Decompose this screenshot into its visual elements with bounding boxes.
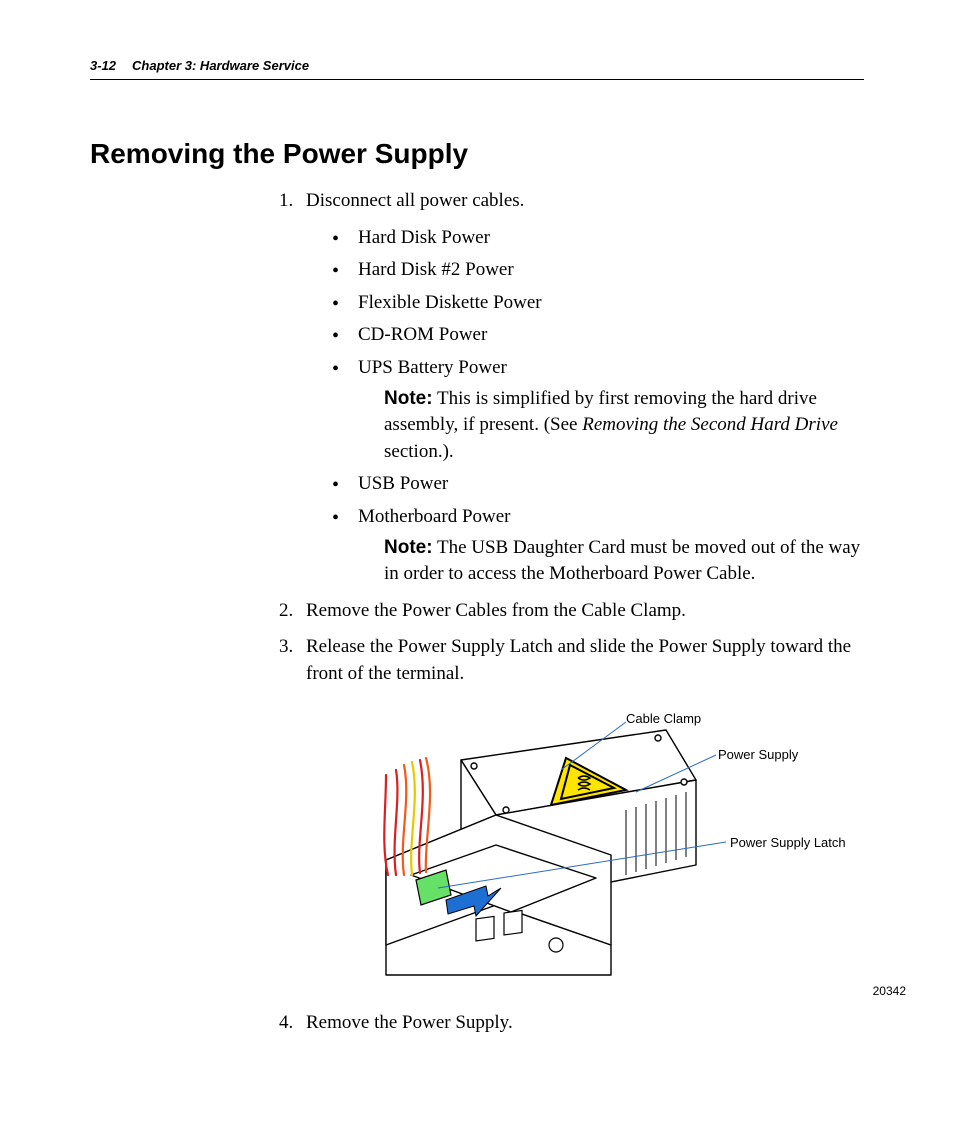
note-1-label: Note: <box>384 388 433 409</box>
step-1-bullets: Hard Disk Power Hard Disk #2 Power Flexi… <box>306 225 864 588</box>
callout-power-supply: Power Supply <box>718 746 798 764</box>
callout-power-supply-latch: Power Supply Latch <box>730 834 846 852</box>
step-1-text: Disconnect all power cables. <box>306 190 524 211</box>
bullet-ups-label: UPS Battery Power <box>358 357 507 378</box>
bullet-hard-disk-2-power: Hard Disk #2 Power <box>332 257 864 284</box>
step-list: Disconnect all power cables. Hard Disk P… <box>270 188 864 1036</box>
step-2: Remove the Power Cables from the Cable C… <box>298 598 864 625</box>
step-3: Release the Power Supply Latch and slide… <box>298 634 864 999</box>
content: Disconnect all power cables. Hard Disk P… <box>90 188 864 1036</box>
bullet-ups-battery-power: UPS Battery Power Note: This is simplifi… <box>332 355 864 465</box>
chapter-label: Chapter 3: Hardware Service <box>132 58 309 73</box>
page-number: 3-12 <box>90 58 116 73</box>
page-header: 3-12 Chapter 3: Hardware Service <box>90 58 864 80</box>
note-2: Note: The USB Daughter Card must be move… <box>358 535 864 588</box>
step-3-text: Release the Power Supply Latch and slide… <box>306 636 851 684</box>
note-2-label: Note: <box>384 537 433 558</box>
note-1-italic: Removing the Second Hard Drive <box>582 414 838 435</box>
bullet-flexible-diskette-power: Flexible Diskette Power <box>332 290 864 317</box>
power-supply-diagram: Cable Clamp Power Supply Power Supply La… <box>326 700 906 1000</box>
step-4: Remove the Power Supply. <box>298 1010 864 1037</box>
callout-cable-clamp: Cable Clamp <box>626 710 701 728</box>
bullet-cd-rom-power: CD-ROM Power <box>332 322 864 349</box>
note-1-text-after: section.). <box>384 441 454 462</box>
bullet-motherboard-label: Motherboard Power <box>358 506 511 527</box>
section-heading: Removing the Power Supply <box>90 138 864 170</box>
note-2-text: The USB Daughter Card must be moved out … <box>384 537 860 585</box>
figure-number: 20342 <box>873 983 906 1000</box>
bullet-motherboard-power: Motherboard Power Note: The USB Daughter… <box>332 504 864 588</box>
bullet-hard-disk-power: Hard Disk Power <box>332 225 864 252</box>
step-1: Disconnect all power cables. Hard Disk P… <box>298 188 864 588</box>
note-1: Note: This is simplified by first removi… <box>358 386 864 466</box>
bullet-usb-power: USB Power <box>332 471 864 498</box>
